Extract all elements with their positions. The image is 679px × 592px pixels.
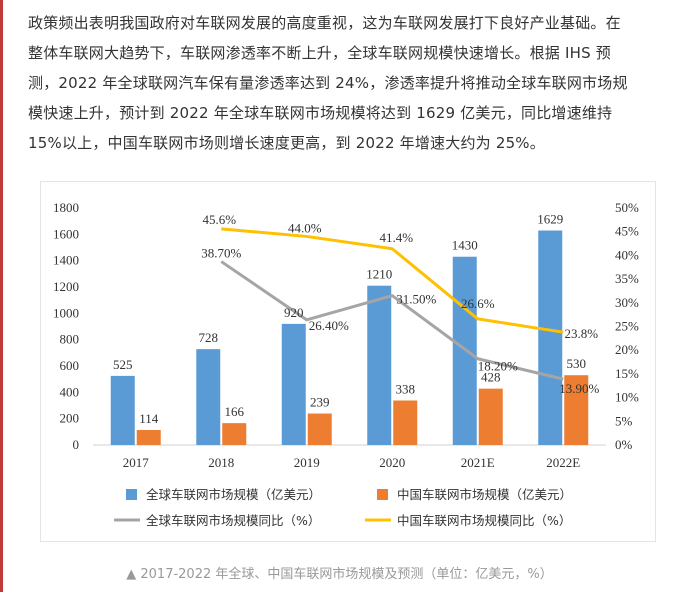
- legend-label: 全球车联网市场规模同比（%）: [146, 513, 320, 528]
- global-growth-value-label: 18.20%: [478, 359, 518, 374]
- paragraph-line: 模快速上升，预计到 2022 年全球车联网市场规模将达到 1629 亿美元，同比…: [28, 104, 613, 122]
- left-accent-bar: [0, 0, 3, 592]
- global-market-bar: [110, 375, 135, 445]
- chart-caption: ▲ 2017-2022 年全球、中国车联网市场规模及预测（单位：亿美元，%）: [126, 567, 553, 582]
- china-growth-value-label: 45.6%: [202, 212, 236, 227]
- y-left-tick-label: 600: [60, 358, 80, 373]
- market-size-chart: 0 200 400 600 800 1000 1200 1400 1600 1800 0% 5% 10%…: [53, 200, 639, 528]
- china-growth-value-label: 44.0%: [288, 220, 322, 235]
- china-bar-value-label: 239: [310, 395, 330, 410]
- article-paragraph: 政策频出表明我国政府对车联网发展的高度重视，这为车联网发展打下良好产业基础。在 …: [28, 8, 668, 158]
- global-market-bar: [367, 285, 392, 445]
- y-right-tick-label: 0%: [615, 437, 633, 452]
- paragraph-line: 测，2022 年全球联网汽车保有量渗透率达到 24%，渗透率提升将推动全球车联网…: [28, 74, 628, 92]
- china-growth-value-label: 23.8%: [564, 326, 598, 341]
- global-bar-value-label: 525: [113, 357, 133, 372]
- y-left-tick-label: 1000: [53, 305, 79, 320]
- china-bar-value-label: 338: [396, 381, 416, 396]
- global-growth-value-label: 26.40%: [309, 318, 349, 333]
- china-bar-value-label: 114: [139, 411, 159, 426]
- legend-label: 全球车联网市场规模（亿美元）: [146, 487, 321, 502]
- global-growth-line: [220, 260, 564, 381]
- y-left-tick-label: 1800: [53, 200, 79, 215]
- global-growth-value-label: 31.50%: [396, 292, 436, 307]
- y-left-tick-label: 1400: [53, 253, 79, 268]
- china-market-bar: [136, 429, 161, 445]
- global-market-bar: [538, 230, 563, 445]
- china-bar-value-label: 428: [481, 370, 501, 385]
- x-tick-label: 2018: [208, 455, 234, 470]
- global-bar-value-label: 1629: [537, 212, 563, 227]
- china-market-bar: [478, 388, 503, 445]
- y-right-tick-label: 10%: [615, 390, 639, 405]
- y-left-tick-label: 1200: [53, 279, 79, 294]
- x-tick-label: 2021E: [461, 455, 495, 470]
- china-growth-value-label: 26.6%: [461, 296, 495, 311]
- global-market-bar: [281, 323, 306, 445]
- y-left-tick-label: 0: [73, 437, 80, 452]
- china-bar-value-label: 530: [567, 356, 587, 371]
- y-right-tick-label: 45%: [615, 224, 639, 239]
- y-left-tick-label: 200: [60, 411, 80, 426]
- y-right-tick-label: 15%: [615, 366, 639, 381]
- global-growth-value-label: 38.70%: [201, 246, 241, 261]
- legend-swatch: [377, 489, 388, 500]
- y-right-tick-label: 40%: [615, 247, 639, 262]
- china-market-bar: [564, 375, 589, 445]
- china-bar-value-label: 166: [225, 404, 245, 419]
- y-right-tick-label: 25%: [615, 319, 639, 334]
- global-bar-value-label: 728: [199, 330, 219, 345]
- x-tick-label: 2017: [123, 455, 150, 470]
- global-bar-value-label: 1430: [452, 238, 478, 253]
- global-growth-value-label: 13.90%: [559, 381, 599, 396]
- global-bar-value-label: 1210: [366, 267, 392, 282]
- y-right-tick-label: 35%: [615, 271, 639, 286]
- y-right-tick-label: 20%: [615, 342, 639, 357]
- y-left-tick-label: 800: [60, 332, 80, 347]
- x-tick-label: 2019: [294, 455, 320, 470]
- legend-swatch: [126, 489, 137, 500]
- legend-label: 中国车联网市场规模（亿美元）: [397, 487, 572, 502]
- china-market-bar: [222, 423, 247, 445]
- global-bar-value-label: 920: [284, 305, 304, 320]
- paragraph-line: 15%以上，中国车联网市场则增长速度更高，到 2022 年增速大约为 25%。: [28, 134, 545, 152]
- china-market-bar: [307, 413, 332, 445]
- global-market-bar: [196, 349, 221, 445]
- y-left-tick-label: 1600: [53, 226, 79, 241]
- china-growth-value-label: 41.4%: [379, 230, 413, 245]
- y-left-tick-label: 400: [60, 384, 80, 399]
- china-growth-line: [221, 227, 564, 334]
- china-market-bar: [393, 400, 418, 445]
- x-tick-label: 2022E: [546, 455, 580, 470]
- y-right-tick-label: 5%: [615, 413, 633, 428]
- legend-label: 中国车联网市场规模同比（%）: [397, 513, 571, 528]
- y-right-tick-label: 30%: [615, 295, 639, 310]
- paragraph-line: 整体车联网大趋势下，车联网渗透率不断上升，全球车联网规模快速增长。根据 IHS …: [28, 44, 611, 62]
- paragraph-line: 政策频出表明我国政府对车联网发展的高度重视，这为车联网发展打下良好产业基础。在: [28, 14, 621, 32]
- chart-panel: 0 200 400 600 800 1000 1200 1400 1600 1800 0% 5% 10%…: [40, 181, 656, 542]
- x-tick-label: 2020: [379, 455, 405, 470]
- y-right-tick-label: 50%: [615, 200, 639, 215]
